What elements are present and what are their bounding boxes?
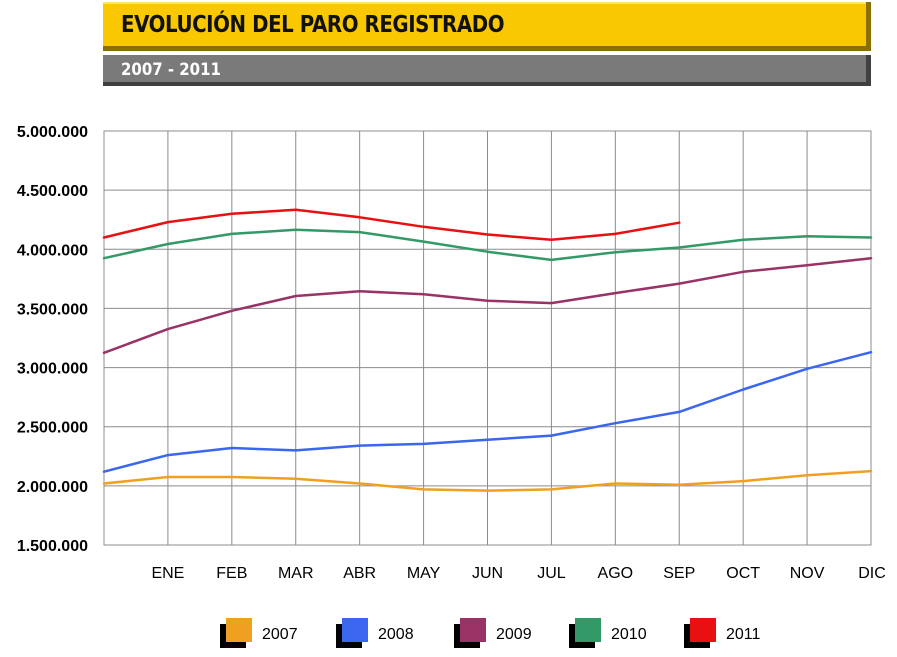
legend-label: 2009 <box>496 626 532 643</box>
x-tick-label: OCT <box>726 565 760 582</box>
y-tick-label: 1.500.000 <box>17 538 88 555</box>
x-tick-label: MAY <box>407 565 441 582</box>
x-tick-label: SEP <box>663 565 695 582</box>
line-chart: 1.500.000 2.000.000 2.500.000 3.000.000 3.50… <box>17 124 886 582</box>
series-line-2007 <box>102 469 873 492</box>
x-tick-label: FEB <box>216 565 247 582</box>
x-tick-label: JUN <box>472 565 503 582</box>
y-tick-label: 4.500.000 <box>17 183 88 200</box>
y-tick-label: 2.500.000 <box>17 420 88 437</box>
y-tick-label: 3.500.000 <box>17 301 88 318</box>
series-line-2009 <box>102 256 873 355</box>
x-tick-label: MAR <box>278 565 314 582</box>
legend: 2007 2008 2009 2010 2011 <box>0 618 897 654</box>
x-tick-label: ABR <box>343 565 376 582</box>
y-tick-label: 4.000.000 <box>17 242 88 259</box>
legend-swatch <box>460 618 486 642</box>
y-tick-label: 2.000.000 <box>17 479 88 496</box>
x-tick-label: ENE <box>151 565 184 582</box>
series-line-2010 <box>102 228 873 262</box>
chart-subtitle: 2007 - 2011 <box>121 60 221 80</box>
x-tick-label: JUL <box>537 565 566 582</box>
legend-swatch <box>575 618 601 642</box>
legend-label: 2010 <box>611 626 647 643</box>
title-banner: EVOLUCIÓN DEL PARO REGISTRADO <box>103 2 871 51</box>
x-tick-label: AGO <box>598 565 634 582</box>
legend-label: 2007 <box>262 626 298 643</box>
y-tick-label: 5.000.000 <box>17 124 88 141</box>
series-line-2008 <box>102 350 873 473</box>
y-tick-label: 3.000.000 <box>17 361 88 378</box>
chart-title: EVOLUCIÓN DEL PARO REGISTRADO <box>121 12 505 38</box>
series-line-2011 <box>102 208 681 242</box>
subtitle-banner: 2007 - 2011 <box>103 55 871 86</box>
x-tick-label: NOV <box>790 565 825 582</box>
legend-swatch <box>342 618 368 642</box>
legend-label: 2011 <box>726 626 761 643</box>
x-tick-label: DIC <box>858 565 886 582</box>
legend-swatch <box>690 618 716 642</box>
legend-label: 2008 <box>378 626 414 643</box>
legend-swatch <box>226 618 252 642</box>
